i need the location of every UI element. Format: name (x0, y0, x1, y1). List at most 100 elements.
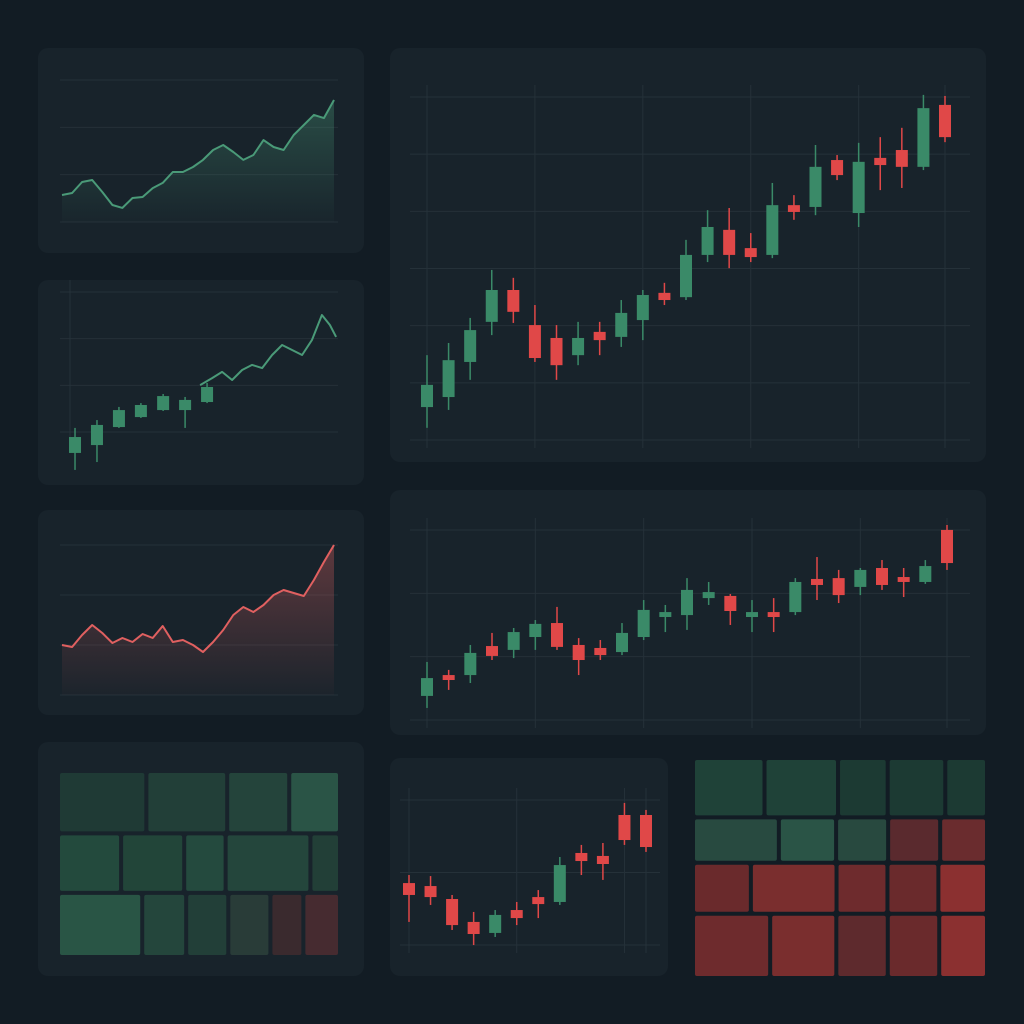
candle-body (895, 150, 908, 167)
candle-body (831, 160, 844, 176)
candle-body (467, 921, 480, 934)
candle-body (701, 226, 714, 255)
candle-body (919, 566, 932, 582)
candle-body (507, 632, 520, 650)
candle-body (553, 865, 566, 902)
treemap-cell (188, 894, 227, 955)
candle-body (746, 612, 758, 618)
treemap-cell (942, 819, 985, 861)
candle-body (787, 205, 800, 212)
candle-body (424, 886, 437, 898)
candle-body (157, 396, 170, 411)
treemap-cell (890, 819, 939, 861)
treemap-cell (123, 835, 183, 891)
candle-body (551, 623, 563, 647)
treemap-cell (60, 835, 120, 891)
treemap-cell (144, 894, 185, 955)
treemap-cell (772, 915, 835, 976)
treemap-cell (838, 819, 887, 861)
line-series (199, 314, 337, 386)
candle-body (112, 410, 125, 428)
candle-body (464, 330, 477, 362)
chart-panel (38, 742, 364, 976)
treemap-cell (60, 773, 145, 832)
candle-body (507, 289, 520, 312)
candle-body (529, 623, 542, 638)
candle-body (594, 647, 607, 656)
candle-body (702, 592, 715, 599)
candle-body (421, 678, 433, 696)
candle-body (854, 569, 867, 587)
candle-body (636, 295, 649, 321)
treemap-cell (60, 894, 141, 955)
candle-body (852, 161, 865, 214)
chart-panel (390, 48, 986, 462)
treemap-cell (752, 864, 835, 912)
candle-body (550, 337, 563, 366)
candle-body (575, 852, 588, 862)
candle-body (69, 437, 82, 453)
treemap-cell (940, 864, 985, 912)
treemap-cell (889, 864, 937, 912)
candle-body (809, 166, 822, 207)
line-area (62, 545, 334, 695)
line-area (62, 100, 334, 222)
treemap-cell (305, 894, 338, 955)
candle-body (134, 405, 147, 418)
candle-body (832, 578, 845, 596)
chart-panel (390, 758, 668, 976)
treemap-cell (695, 915, 769, 976)
candle-body (403, 883, 415, 895)
line-series (61, 544, 335, 653)
treemap-cell (889, 760, 944, 816)
treemap-cell (227, 835, 309, 891)
candle-body (596, 855, 609, 864)
candle-body (939, 104, 951, 138)
treemap-cell (186, 835, 224, 891)
treemap-cell (230, 894, 269, 955)
candle-body (637, 609, 650, 638)
candle-body (811, 578, 823, 585)
candle-body (485, 289, 498, 322)
treemap-cell (840, 760, 886, 816)
candle-body (616, 632, 628, 653)
candle-body (572, 337, 585, 356)
candle-body (723, 229, 736, 255)
candle-body (917, 108, 930, 167)
candle-body (528, 325, 541, 359)
candle-body (446, 899, 459, 926)
candle-body (659, 612, 672, 618)
candle-body (90, 424, 103, 446)
candle-body (572, 644, 585, 661)
chart-panel (38, 280, 364, 485)
candle-body (464, 652, 477, 676)
treemap-cell (229, 773, 288, 832)
treemap-cell (941, 915, 985, 976)
candle-body (874, 157, 887, 166)
candle-body (489, 914, 502, 933)
chart-panel (38, 48, 364, 253)
candle-body (789, 581, 802, 613)
candle-body (876, 567, 888, 585)
treemap-cell (838, 864, 886, 912)
candle-body (618, 815, 631, 841)
candle-body (532, 897, 545, 905)
candle-body (615, 312, 628, 337)
candle-body (179, 399, 192, 411)
candle-body (510, 910, 523, 919)
treemap-cell (695, 760, 763, 816)
treemap-cell (291, 773, 338, 832)
panel-background (390, 758, 668, 976)
treemap-cell (312, 835, 338, 891)
treemap-cell (272, 894, 302, 955)
candle-body (442, 675, 455, 681)
chart-panel (695, 760, 985, 976)
candle-body (941, 529, 953, 564)
chart-panel (38, 510, 364, 715)
candle-body (421, 384, 433, 408)
candle-body (593, 331, 606, 341)
treemap-cell (695, 864, 749, 912)
treemap-cell (838, 915, 886, 976)
candle-body (724, 595, 737, 611)
